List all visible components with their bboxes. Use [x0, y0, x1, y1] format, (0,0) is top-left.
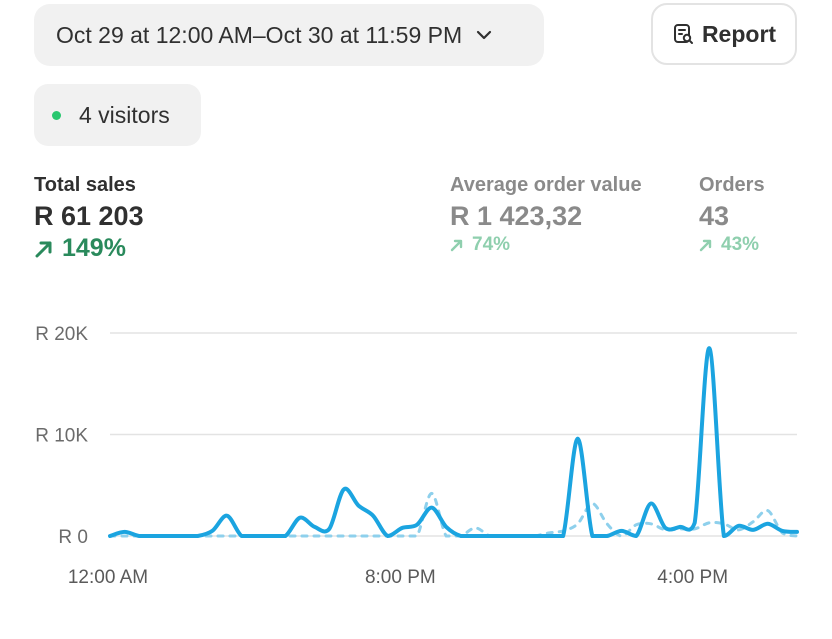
- metric-total-sales[interactable]: Total sales R 61 203 149%: [34, 174, 144, 263]
- visitors-label: 4 visitors: [79, 101, 170, 128]
- y-tick-label: R 20K: [35, 324, 88, 345]
- metric-label: Orders: [699, 174, 765, 196]
- chevron-down-icon: [476, 30, 492, 40]
- metric-change: 149%: [34, 234, 144, 263]
- report-label: Report: [701, 20, 777, 47]
- date-range-label: Oct 29 at 12:00 AM–Oct 30 at 11:59 PM: [56, 21, 463, 48]
- report-button[interactable]: Report: [651, 3, 797, 65]
- sales-line-chart[interactable]: R 20K R 10K R 0 12:00 AM 8:00 PM 4:00 PM: [0, 300, 832, 600]
- metric-value: R 1 423,32: [450, 201, 583, 231]
- arrow-up-right-icon: [699, 238, 713, 252]
- metric-label: Average order value: [450, 174, 642, 196]
- metric-value: R 61 203: [34, 201, 144, 231]
- date-range-picker[interactable]: Oct 29 at 12:00 AM–Oct 30 at 11:59 PM: [34, 4, 544, 66]
- metric-value: 43: [699, 201, 730, 231]
- y-tick-label: R 10K: [35, 426, 88, 447]
- live-dot-icon: [52, 110, 61, 120]
- x-tick-label: 12:00 AM: [68, 567, 148, 588]
- metric-change-value: 74%: [472, 234, 511, 255]
- metric-change-value: 149%: [62, 234, 126, 262]
- metric-change: 43%: [699, 234, 765, 256]
- metric-change-value: 43%: [721, 234, 760, 255]
- x-tick-label: 8:00 PM: [365, 567, 436, 588]
- report-icon: [672, 23, 694, 45]
- metric-orders[interactable]: Orders 43 43%: [699, 174, 765, 256]
- sales-series-line: [108, 346, 799, 538]
- metric-average-order-value[interactable]: Average order value R 1 423,32 74%: [450, 174, 642, 256]
- live-visitors-badge[interactable]: 4 visitors: [34, 84, 201, 146]
- arrow-up-right-icon: [450, 238, 464, 252]
- y-tick-label: R 0: [58, 527, 88, 548]
- metric-label: Total sales: [34, 174, 136, 196]
- arrow-up-right-icon: [34, 239, 54, 259]
- x-tick-label: 4:00 PM: [657, 567, 728, 588]
- metric-change: 74%: [450, 234, 642, 256]
